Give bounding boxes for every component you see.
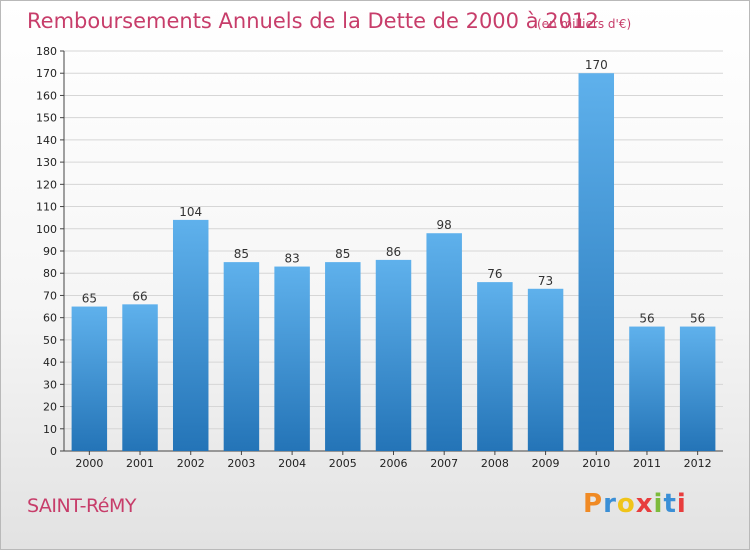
- y-tick-label-130: 130: [36, 156, 57, 169]
- y-tick-label-110: 110: [36, 201, 57, 214]
- value-label-2011: 56: [639, 312, 654, 326]
- x-tick-label-2000: 2000: [75, 457, 103, 470]
- value-label-2003: 85: [234, 247, 249, 261]
- logo-letter: r: [603, 489, 617, 519]
- y-tick-label-0: 0: [50, 445, 57, 458]
- y-tick-label-150: 150: [36, 112, 57, 125]
- value-label-2006: 86: [386, 245, 401, 259]
- city-name: SAINT-RéMY: [27, 495, 136, 517]
- bar-2008: [477, 282, 513, 451]
- bar-2002: [172, 219, 209, 451]
- y-tick-label-170: 170: [36, 67, 57, 80]
- y-tick-label-60: 60: [43, 312, 57, 325]
- y-tick-label-30: 30: [43, 378, 57, 391]
- y-tick-label-100: 100: [36, 223, 57, 236]
- chart-title: Remboursements Annuels de la Dette de 20…: [27, 9, 599, 33]
- y-tick-label-20: 20: [43, 401, 57, 414]
- x-tick-label-2011: 2011: [633, 457, 661, 470]
- value-label-2007: 98: [437, 218, 452, 232]
- logo-letter: i: [676, 489, 687, 519]
- value-label-2012: 56: [690, 312, 705, 326]
- y-tick-label-120: 120: [36, 178, 57, 191]
- proxiti-logo: Proxiti: [583, 489, 687, 519]
- x-tick-label-2006: 2006: [380, 457, 408, 470]
- x-tick-label-2012: 2012: [684, 457, 712, 470]
- bar-2004: [274, 266, 310, 451]
- bar-2010: [578, 73, 615, 451]
- value-label-2005: 85: [335, 247, 350, 261]
- logo-letter: t: [663, 489, 677, 519]
- labels: 0 10 20 30 40 50 60 70 80 90 100 110 120 130 140 150 160…: [36, 45, 712, 470]
- y-tick-label-90: 90: [43, 245, 57, 258]
- value-label-2002: 104: [179, 205, 202, 219]
- logo-letter: P: [583, 489, 604, 519]
- chart-unit: (en milliers d'€): [537, 17, 632, 31]
- x-tick-label-2010: 2010: [582, 457, 610, 470]
- bar-2003: [223, 262, 260, 451]
- value-label-2008: 76: [487, 267, 502, 281]
- y-tick-label-40: 40: [43, 356, 57, 369]
- x-tick-label-2001: 2001: [126, 457, 154, 470]
- x-tick-label-2005: 2005: [329, 457, 357, 470]
- x-tick-label-2002: 2002: [177, 457, 205, 470]
- value-label-2009: 73: [538, 274, 553, 288]
- x-tick-label-2007: 2007: [430, 457, 458, 470]
- y-tick-label-140: 140: [36, 134, 57, 147]
- value-label-2004: 83: [284, 252, 299, 266]
- bars: [71, 73, 716, 451]
- bar-2012: [679, 326, 716, 451]
- bar-2007: [426, 233, 462, 451]
- logo-letter: i: [653, 489, 664, 519]
- logo-letter: o: [616, 489, 636, 519]
- bar-2005: [325, 262, 361, 451]
- bar-2006: [375, 259, 412, 451]
- bar-2009: [527, 288, 564, 451]
- x-tick-label-2009: 2009: [532, 457, 560, 470]
- value-label-2001: 66: [132, 289, 147, 303]
- x-tick-label-2008: 2008: [481, 457, 509, 470]
- bar-2001: [122, 304, 158, 451]
- bar-2000: [71, 306, 108, 451]
- value-label-2010: 170: [585, 58, 608, 72]
- y-tick-label-80: 80: [43, 267, 57, 280]
- y-tick-label-70: 70: [43, 289, 57, 302]
- logo-letter: x: [635, 489, 654, 519]
- y-tick-label-180: 180: [36, 45, 57, 58]
- bar-2011: [629, 326, 665, 451]
- x-tick-label-2004: 2004: [278, 457, 306, 470]
- x-tick-label-2003: 2003: [227, 457, 255, 470]
- y-tick-label-160: 160: [36, 89, 57, 102]
- y-tick-label-10: 10: [43, 423, 57, 436]
- value-label-2000: 65: [82, 292, 97, 306]
- y-tick-label-50: 50: [43, 334, 57, 347]
